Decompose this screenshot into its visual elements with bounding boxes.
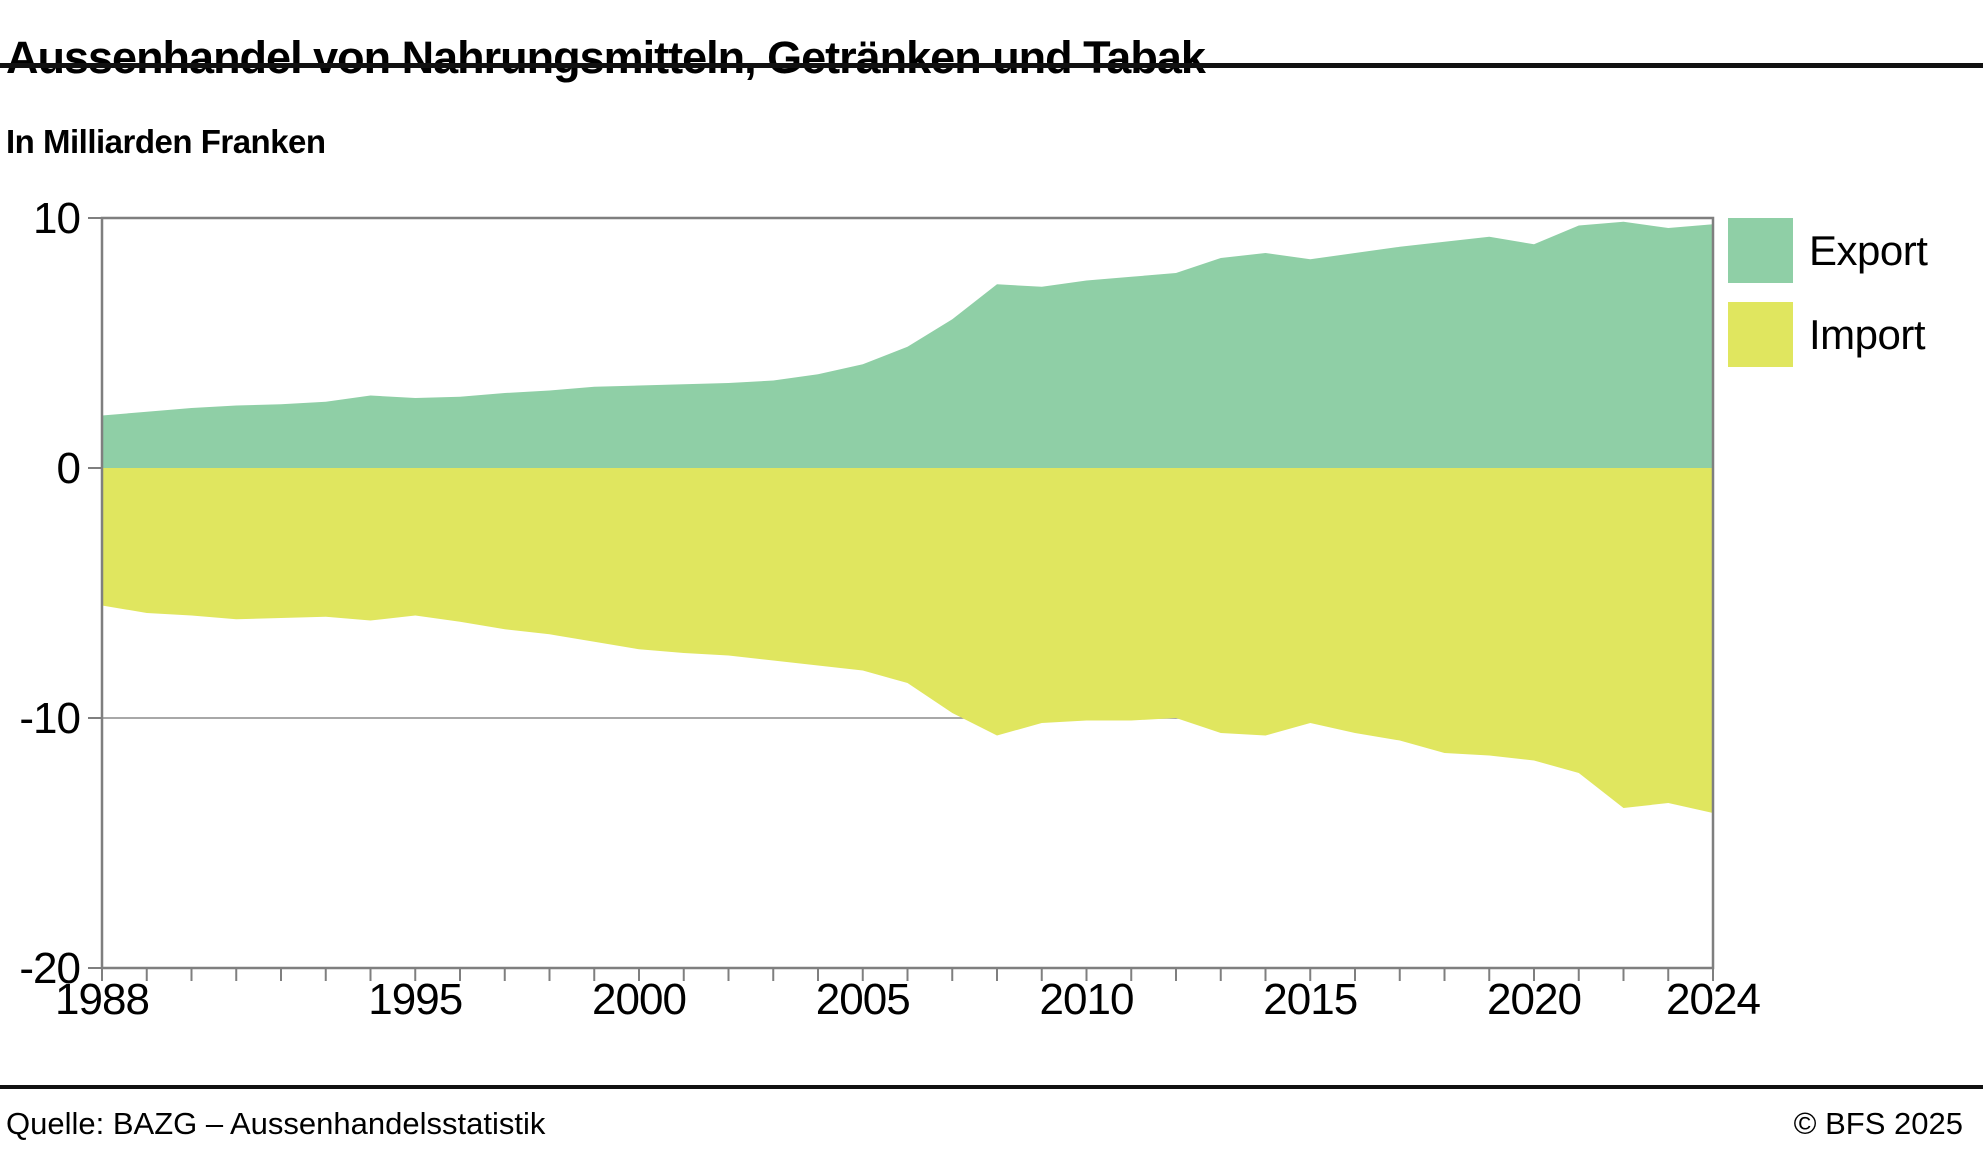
x-tick-label: 1995: [368, 975, 462, 1024]
import-area: [102, 468, 1713, 813]
x-tick-label: 2010: [1040, 975, 1134, 1024]
x-tick-label: 2015: [1263, 975, 1357, 1024]
export-legend-label: Export: [1809, 226, 1928, 274]
export-area: [102, 221, 1713, 468]
y-tick-label: 10: [33, 194, 80, 243]
y-tick-label: -20: [19, 944, 80, 993]
x-tick-label: 1988: [55, 975, 149, 1024]
legend-item-export: Export: [1728, 218, 1928, 283]
y-tick-label: -10: [19, 694, 80, 743]
x-tick-label: 2024: [1666, 975, 1760, 1024]
source-note: Quelle: BAZG – Aussenhandelsstatistik: [6, 1106, 546, 1141]
copyright-note: © BFS 2025: [1793, 1106, 1963, 1141]
title-divider: [0, 63, 1983, 68]
import-swatch-icon: [1728, 302, 1793, 367]
footer-divider: [0, 1085, 1983, 1089]
x-tick-label: 2020: [1487, 975, 1581, 1024]
legend-item-import: Import: [1728, 302, 1926, 367]
x-tick-label: 2000: [592, 975, 686, 1024]
export-swatch-icon: [1728, 218, 1793, 283]
import-legend-label: Import: [1809, 310, 1926, 358]
x-tick-label: 2005: [816, 975, 910, 1024]
page-title: Aussenhandel von Nahrungsmitteln, Geträn…: [6, 32, 1206, 84]
y-tick-label: 0: [57, 444, 80, 493]
chart-unit-label: In Milliarden Franken: [6, 123, 326, 161]
